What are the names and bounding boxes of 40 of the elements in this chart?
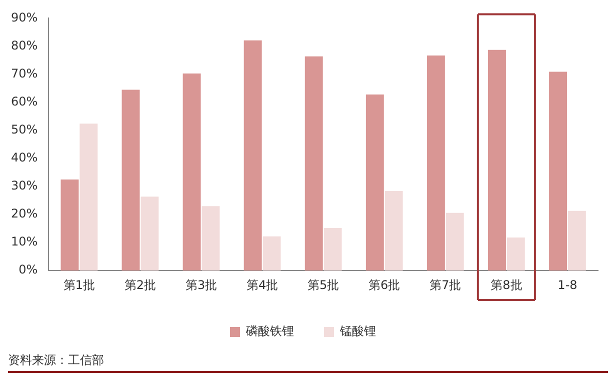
bar <box>446 212 464 271</box>
x-tick-label: 第5批 <box>308 278 340 292</box>
legend-label: 锰酸锂 <box>339 324 376 338</box>
bar <box>384 190 403 271</box>
y-tick-label: 70% <box>11 66 38 80</box>
legend-label: 磷酸铁锂 <box>245 324 294 338</box>
x-tick-label: 第6批 <box>368 278 400 292</box>
bar <box>202 206 220 271</box>
x-tick-label: 第3批 <box>185 278 218 292</box>
y-tick-label: 90% <box>11 10 38 24</box>
x-tick-label: 第8批 <box>490 278 522 292</box>
x-tick-label: 第2批 <box>124 278 156 292</box>
x-tick-label: 第4批 <box>246 278 278 292</box>
y-tick-label: 0% <box>18 262 38 277</box>
y-tick-label: 80% <box>11 38 38 52</box>
text: 资料来源：工信部 <box>8 352 608 373</box>
bar <box>122 90 140 271</box>
x-tick-label: 第7批 <box>430 278 462 292</box>
bar <box>60 179 79 271</box>
y-tick-label: 20% <box>11 206 38 221</box>
bar <box>568 210 586 271</box>
bar <box>182 73 201 271</box>
y-tick-label: 50% <box>11 122 38 137</box>
x-tick-label: 1-8 <box>558 278 578 292</box>
x-tick-label: 第1批 <box>63 278 96 292</box>
bar <box>324 228 342 271</box>
bar <box>304 56 323 271</box>
bar <box>506 238 525 271</box>
bar <box>244 40 262 271</box>
bar <box>549 72 568 271</box>
bar <box>140 196 159 271</box>
bar <box>262 236 281 271</box>
bar <box>80 124 98 271</box>
bar <box>488 50 506 271</box>
y-tick-label: 60% <box>11 94 38 108</box>
bar <box>426 56 445 271</box>
y-tick-label: 10% <box>11 234 38 249</box>
bar <box>366 94 384 271</box>
y-tick-label: 30% <box>11 178 38 193</box>
y-tick-label: 40% <box>11 150 38 165</box>
